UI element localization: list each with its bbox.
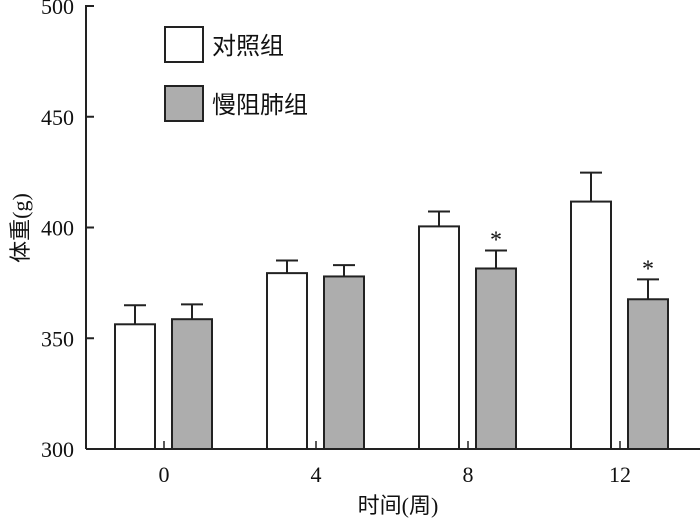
legend-swatch-control [164, 26, 204, 63]
significance-marker: * [490, 228, 502, 254]
y-tick-label: 350 [41, 326, 74, 351]
bar-control [266, 272, 308, 450]
legend-label-control: 对照组 [212, 33, 284, 60]
y-axis-label: 体重(g) [8, 193, 33, 263]
bar-copd [475, 267, 517, 451]
x-axis-label: 时间(周) [358, 493, 439, 518]
y-tick-label: 500 [41, 0, 74, 19]
bar-copd [171, 318, 213, 450]
legend-swatch-copd [164, 85, 204, 122]
x-tick-label: 0 [159, 462, 170, 487]
x-tick-label: 4 [311, 462, 322, 487]
bar-control [570, 200, 612, 450]
legend-label-copd: 慢阻肺组 [212, 92, 308, 119]
bar-copd [627, 298, 669, 450]
y-tick-label: 400 [41, 216, 74, 241]
legend: 对照组 慢阻肺组 [164, 26, 308, 122]
y-tick-label: 300 [41, 437, 74, 462]
y-tick-label: 450 [41, 105, 74, 130]
significance-marker: * [642, 256, 654, 282]
x-tick-label: 12 [609, 462, 631, 487]
bar-control [114, 323, 156, 450]
x-tick-label: 8 [463, 462, 474, 487]
bar-copd [323, 275, 365, 450]
bar-control [418, 225, 460, 450]
